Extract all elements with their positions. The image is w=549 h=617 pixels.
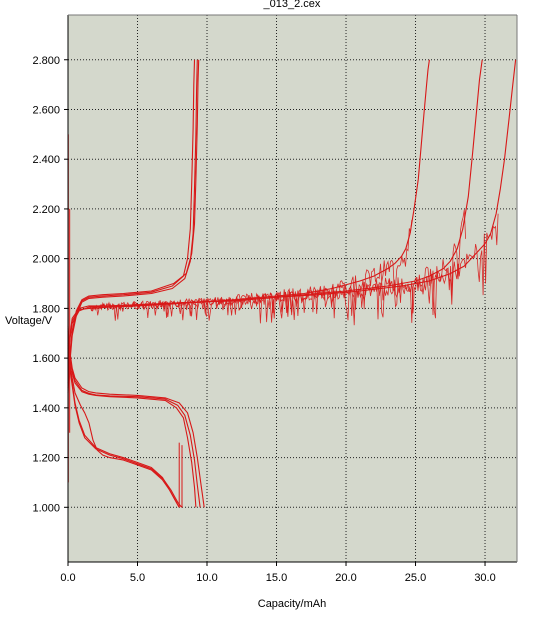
x-tick-labels: 0.0 5.0 10.0 15.0 20.0 25.0 30.0 bbox=[60, 572, 495, 584]
y-tick-label: 1.000 bbox=[32, 502, 60, 514]
series-line-6 bbox=[67, 330, 197, 508]
x-tick-label: 5.0 bbox=[130, 572, 145, 584]
x-tick-label: 10.0 bbox=[196, 572, 217, 584]
x-tick-label: 20.0 bbox=[335, 572, 356, 584]
series-line-11 bbox=[67, 59, 483, 351]
y-tick-label: 2.400 bbox=[32, 154, 60, 166]
y-tick-labels: 1.000 1.200 1.400 1.600 1.800 2.000 2.200 2.400… bbox=[32, 55, 60, 515]
y-tick-label: 2.800 bbox=[32, 55, 60, 67]
series-line-8 bbox=[67, 348, 183, 508]
chart-title: _013_2.cex bbox=[263, 0, 321, 10]
y-axis-label: Voltage/V bbox=[5, 315, 53, 327]
axes bbox=[64, 14, 518, 566]
y-tick-label: 1.800 bbox=[32, 303, 60, 315]
y-tick-label: 1.600 bbox=[32, 353, 60, 365]
y-tick-label: 2.600 bbox=[32, 104, 60, 116]
x-tick-label: 15.0 bbox=[266, 572, 287, 584]
y-tick-label: 1.400 bbox=[32, 403, 60, 415]
series-line-2 bbox=[67, 59, 198, 393]
y-tick-label: 2.000 bbox=[32, 254, 60, 266]
x-tick-label: 0.0 bbox=[60, 572, 75, 584]
series-noise-12 bbox=[89, 213, 499, 319]
x-tick-label: 30.0 bbox=[474, 572, 495, 584]
x-axis-label: Capacity/mAh bbox=[258, 598, 326, 610]
series-line-9 bbox=[67, 343, 180, 508]
y-tick-label: 1.200 bbox=[32, 453, 60, 465]
x-tick-label: 25.0 bbox=[405, 572, 426, 584]
y-tick-label: 2.200 bbox=[32, 204, 60, 216]
